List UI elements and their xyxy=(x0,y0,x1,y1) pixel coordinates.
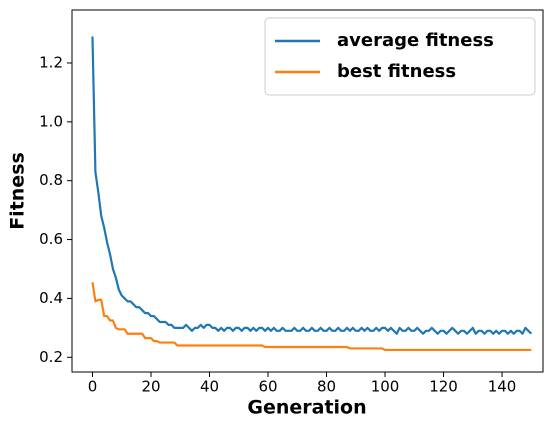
plot-frame xyxy=(71,9,544,373)
x-tick-label: 40 xyxy=(200,378,219,396)
y-tick-label: 1.0 xyxy=(39,112,63,130)
x-tick-label: 20 xyxy=(141,378,160,396)
x-tick-label: 140 xyxy=(488,378,517,396)
x-tick-label: 0 xyxy=(88,378,98,396)
y-tick-label: 1.2 xyxy=(39,53,63,71)
y-tick-label: 0.6 xyxy=(39,230,63,248)
legend-label: best fitness xyxy=(337,61,456,82)
legend-box xyxy=(264,17,536,96)
x-tick-label: 60 xyxy=(258,378,277,396)
y-tick-label: 0.4 xyxy=(39,289,63,307)
y-tick-label: 0.8 xyxy=(39,171,63,189)
x-tick-label: 100 xyxy=(371,378,400,396)
series-line xyxy=(91,282,532,352)
y-axis-label: Fitness xyxy=(7,152,29,230)
x-tick-label: 120 xyxy=(429,378,458,396)
y-tick-label: 0.2 xyxy=(39,348,63,366)
x-axis-label: Generation xyxy=(247,397,366,419)
x-tick-label: 80 xyxy=(317,378,336,396)
legend-label: average fitness xyxy=(337,30,494,51)
series-line xyxy=(91,36,533,335)
